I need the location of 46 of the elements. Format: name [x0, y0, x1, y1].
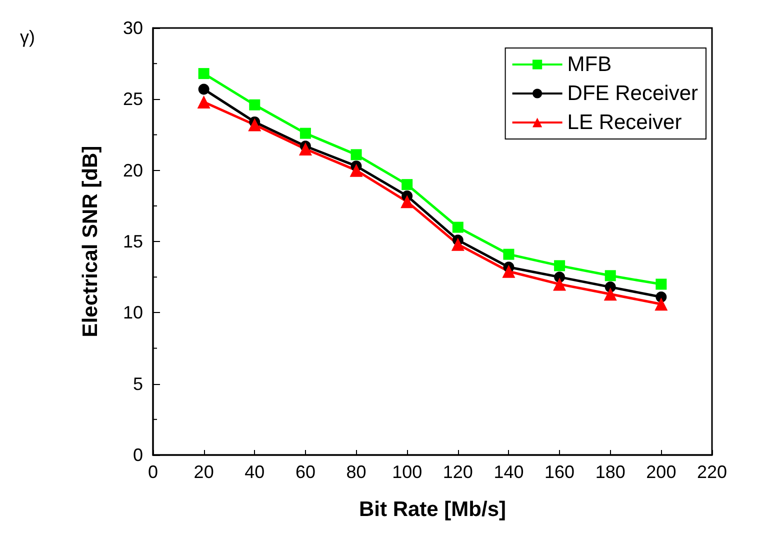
- y-tick-label: 0: [132, 445, 143, 465]
- legend-label: MFB: [567, 53, 612, 76]
- y-tick-label: 5: [132, 374, 143, 394]
- y-axis-title: Electrical SNR [dB]: [79, 146, 102, 338]
- point: [402, 179, 413, 190]
- x-tick-label: 20: [194, 462, 214, 482]
- y-tick-label: 25: [122, 89, 143, 110]
- x-axis-title: Bit Rate [Mb/s]: [359, 498, 506, 521]
- point: [400, 195, 414, 208]
- point: [656, 278, 667, 290]
- point: [451, 238, 464, 251]
- point: [554, 260, 566, 272]
- x-tick-label: 120: [442, 462, 473, 482]
- x-tick-label: 100: [392, 462, 422, 482]
- text: γ): [20, 27, 35, 47]
- point: [654, 298, 668, 311]
- point: [502, 264, 516, 278]
- point: [604, 270, 616, 282]
- point: [300, 128, 311, 139]
- point: [198, 68, 210, 80]
- point: [249, 99, 260, 110]
- point: [503, 248, 514, 260]
- point: [350, 164, 363, 177]
- legend-label: LE Receiver: [567, 111, 682, 134]
- x-tick-label: 180: [595, 462, 626, 482]
- x-tick-label: 60: [295, 462, 316, 482]
- x-tick-label: 200: [646, 462, 676, 482]
- point: [350, 149, 362, 160]
- x-tick-label: 40: [244, 462, 265, 482]
- y-tick-label: 10: [122, 302, 143, 323]
- x-tick-label: 80: [346, 462, 366, 482]
- y-tick-label: 15: [122, 232, 143, 252]
- point: [248, 118, 262, 132]
- x-tick-label: 140: [494, 462, 524, 482]
- x-tick-label: 220: [696, 462, 728, 482]
- point: [604, 288, 617, 301]
- y-tick-label: 30: [122, 18, 143, 38]
- point: [197, 96, 210, 109]
- y-tick-label: 20: [122, 160, 143, 180]
- point: [553, 278, 566, 291]
- legend-label: DFE Receiver: [567, 82, 698, 105]
- point: [298, 142, 312, 156]
- x-tick-label: 160: [544, 462, 575, 482]
- x-tick-label: 0: [148, 462, 158, 482]
- point: [198, 84, 210, 95]
- point: [452, 222, 464, 233]
